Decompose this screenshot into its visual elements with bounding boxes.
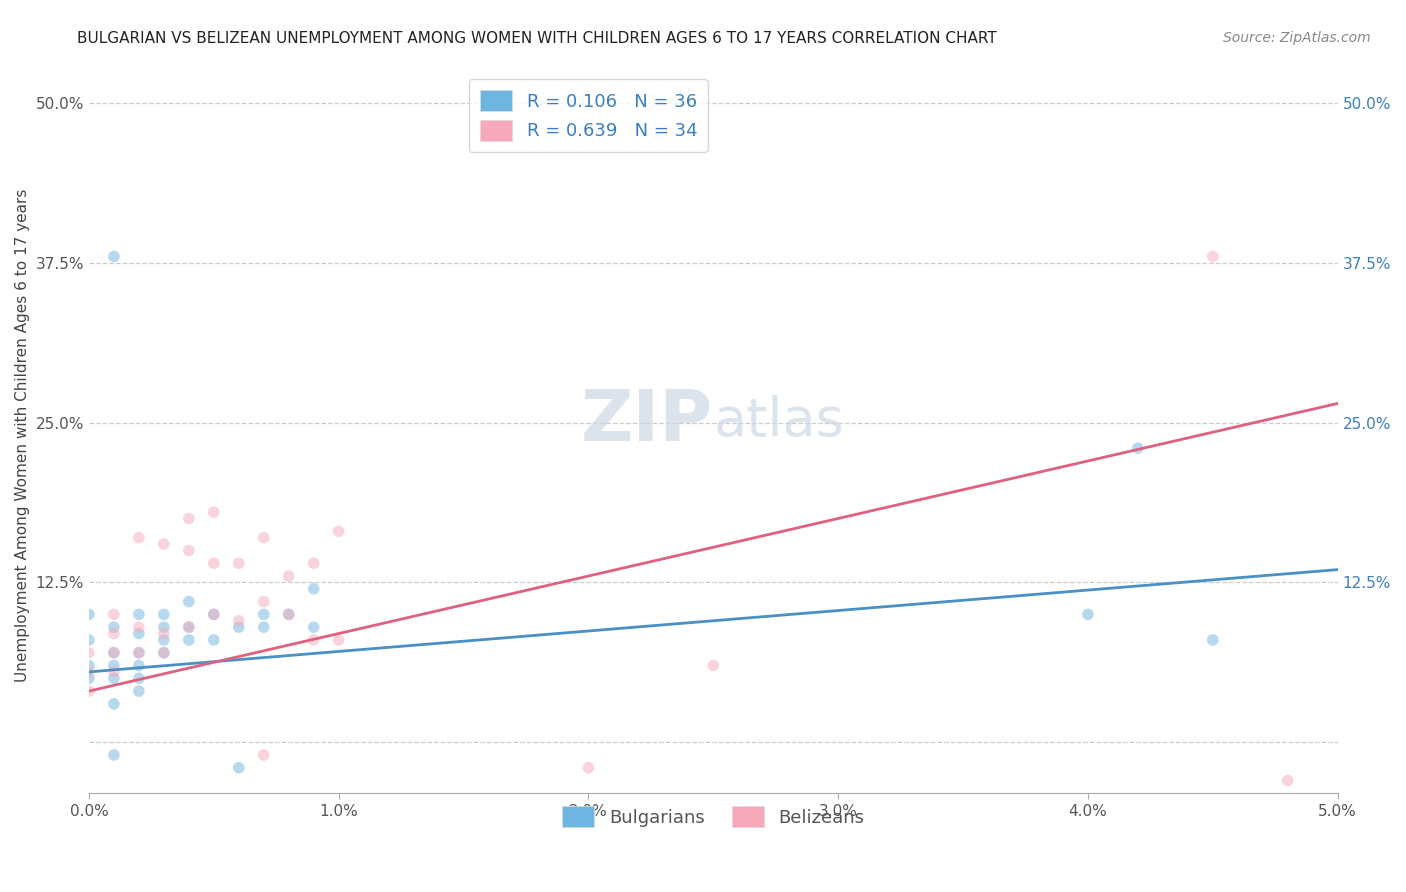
Point (103, 646, 125, 660)
Point (228, 556, 250, 570)
Text: Source: ZipAtlas.com: Source: ZipAtlas.com (1223, 31, 1371, 45)
Point (302, 556, 325, 570)
Point (77, 632, 100, 647)
Point (202, 607, 225, 622)
Point (228, 620, 250, 634)
Point (177, 511, 200, 525)
Point (77, 671, 100, 685)
Point (153, 646, 176, 660)
Point (702, 658, 724, 673)
Point (328, 524, 350, 539)
Legend: Bulgarians, Belizeans: Bulgarians, Belizeans (555, 799, 872, 834)
Point (253, 607, 276, 622)
Point (302, 582, 325, 596)
Point (103, 671, 125, 685)
Point (228, 614, 250, 628)
Text: ZIP: ZIP (581, 386, 713, 456)
Point (1077, 607, 1099, 622)
Point (103, 607, 125, 622)
Point (153, 607, 176, 622)
Point (328, 632, 350, 647)
Point (1202, 249, 1225, 263)
Point (153, 537, 176, 551)
Point (128, 684, 150, 698)
Point (1126, 441, 1149, 455)
Point (153, 632, 176, 647)
Point (177, 620, 200, 634)
Point (202, 607, 225, 622)
Point (202, 632, 225, 647)
Point (253, 531, 276, 545)
Point (153, 620, 176, 634)
Point (103, 249, 125, 263)
Point (128, 646, 150, 660)
Point (128, 671, 150, 685)
Point (103, 620, 125, 634)
Point (103, 747, 125, 762)
Point (576, 761, 599, 775)
Point (77, 607, 100, 622)
Text: atlas: atlas (713, 395, 844, 447)
Point (253, 747, 276, 762)
Point (202, 505, 225, 519)
Point (103, 665, 125, 679)
Point (128, 620, 150, 634)
Point (103, 697, 125, 711)
Point (128, 607, 150, 622)
Point (253, 594, 276, 608)
Point (103, 626, 125, 640)
Point (177, 620, 200, 634)
Point (103, 646, 125, 660)
Text: BULGARIAN VS BELIZEAN UNEMPLOYMENT AMONG WOMEN WITH CHILDREN AGES 6 TO 17 YEARS : BULGARIAN VS BELIZEAN UNEMPLOYMENT AMONG… (77, 31, 997, 46)
Point (153, 646, 176, 660)
Point (103, 658, 125, 673)
Point (253, 620, 276, 634)
Point (177, 632, 200, 647)
Point (302, 620, 325, 634)
Point (77, 646, 100, 660)
Point (128, 646, 150, 660)
Point (302, 632, 325, 647)
Point (77, 665, 100, 679)
Point (277, 569, 299, 583)
Y-axis label: Unemployment Among Women with Children Ages 6 to 17 years: Unemployment Among Women with Children A… (15, 189, 30, 682)
Point (77, 684, 100, 698)
Point (277, 607, 299, 622)
Point (228, 761, 250, 775)
Point (277, 607, 299, 622)
Point (77, 658, 100, 673)
Point (1277, 773, 1299, 788)
Point (202, 556, 225, 570)
Point (128, 658, 150, 673)
Point (1202, 632, 1225, 647)
Point (128, 626, 150, 640)
Point (177, 594, 200, 608)
Point (153, 626, 176, 640)
Point (128, 531, 150, 545)
Point (177, 543, 200, 558)
